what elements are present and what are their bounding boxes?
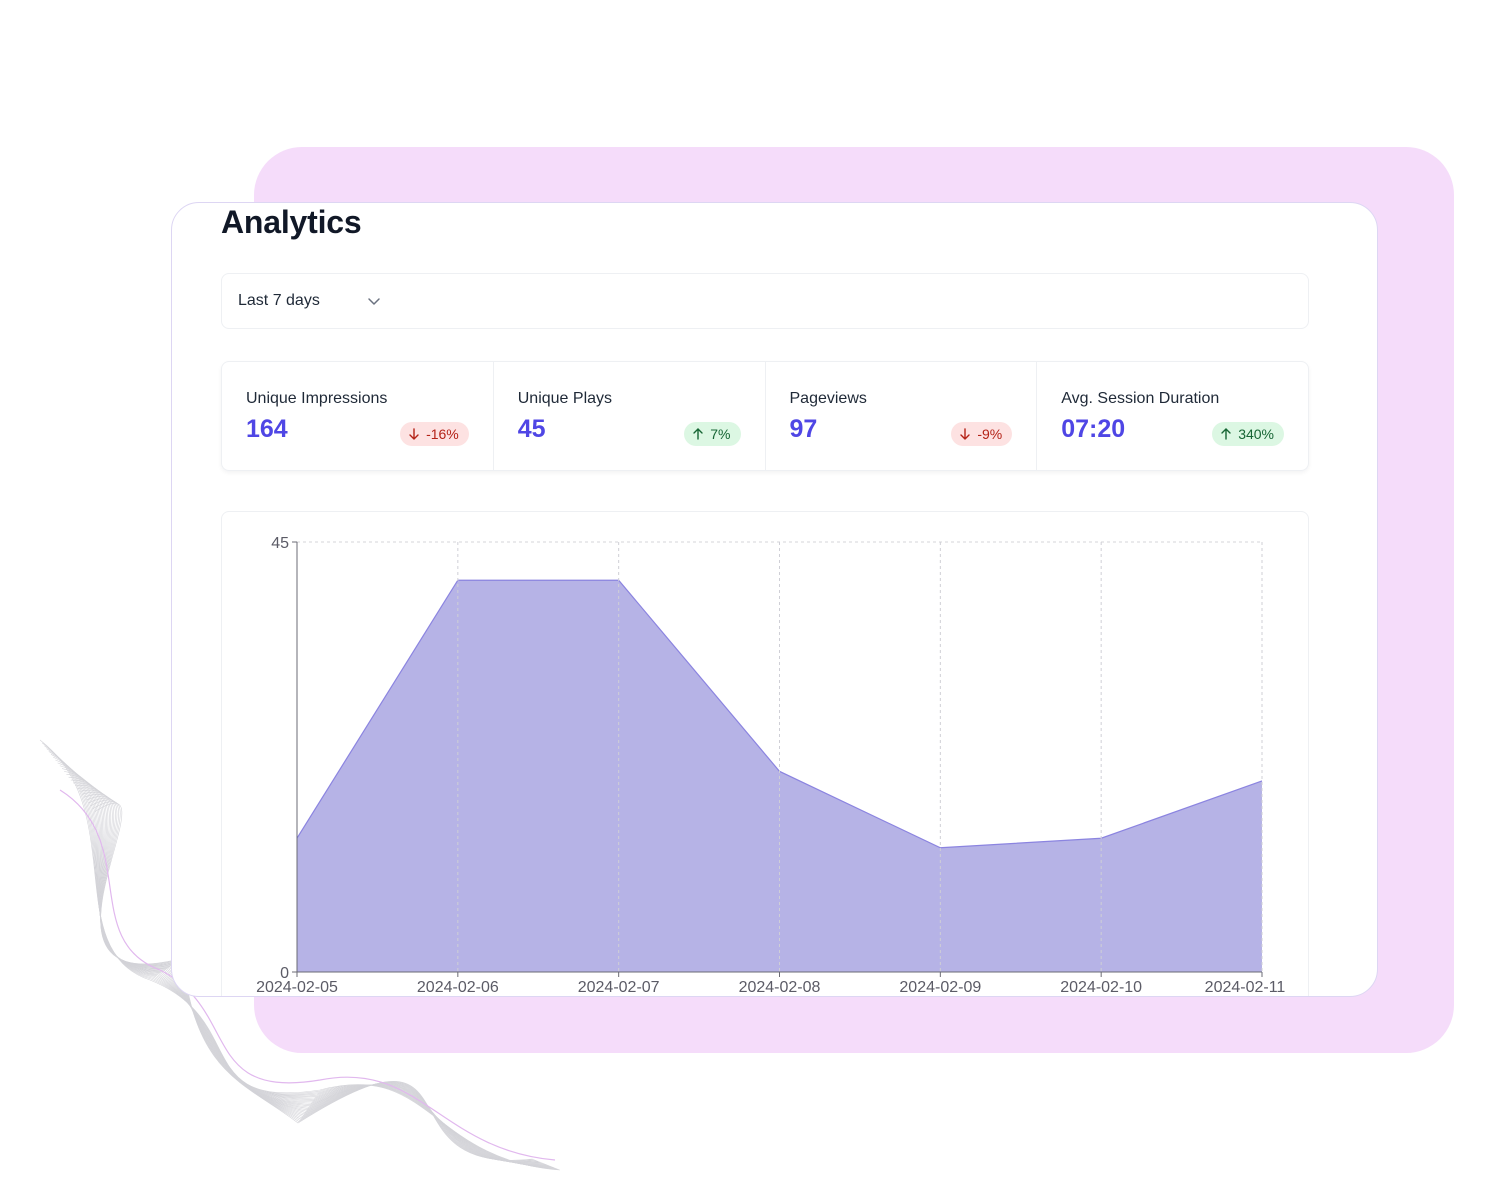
change-badge: 7% (684, 422, 741, 446)
change-value: -9% (977, 426, 1003, 442)
stat-pageviews: Pageviews 97 -9% (766, 362, 1038, 470)
date-range-dropdown[interactable]: Last 7 days (221, 273, 1309, 329)
page-title: Analytics (221, 204, 362, 240)
area-chart: 0 45 2024-02-05 2024-02-06 2024-02-07 2024-02… (256, 535, 1286, 996)
arrow-up-icon (693, 428, 703, 440)
x-tick-label: 2024-02-11 (1205, 979, 1286, 996)
decorative-wave-lines (39, 739, 561, 1171)
change-value: 340% (1238, 426, 1274, 442)
stat-unique-impressions: Unique Impressions 164 -16% (222, 362, 494, 470)
x-tick-label: 2024-02-10 (1060, 979, 1142, 996)
stat-avg-session-duration: Avg. Session Duration 07:20 340% (1037, 362, 1308, 470)
arrow-down-icon (409, 428, 419, 440)
change-badge: -9% (951, 422, 1013, 446)
change-value: 7% (710, 426, 731, 442)
chart-panel: 0 45 2024-02-05 2024-02-06 2024-02-07 2024-02… (221, 511, 1309, 996)
x-tick-label: 2024-02-08 (739, 979, 821, 996)
stat-label: Unique Plays (517, 390, 613, 407)
change-badge: -16% (400, 422, 469, 446)
date-range-value: Last 7 days (238, 292, 320, 309)
stat-value: 164 (246, 415, 288, 443)
change-value: -16% (426, 426, 459, 442)
y-tick-label: 0 (280, 965, 289, 982)
wave-line (94, 803, 533, 1161)
x-tick-label: 2024-02-09 (899, 979, 981, 996)
stat-label: Pageviews (789, 390, 867, 407)
stat-label: Unique Impressions (246, 390, 388, 407)
stats-row: Unique Impressions 164 -16% Unique Plays… (221, 361, 1309, 471)
arrow-up-icon (1221, 428, 1231, 440)
x-tick-label: 2024-02-05 (256, 979, 338, 996)
change-badge: 340% (1212, 422, 1284, 446)
arrow-down-icon (960, 428, 971, 440)
stat-value: 45 (517, 415, 546, 443)
analytics-card: Analytics Last 7 days Unique Impressions… (171, 202, 1378, 997)
y-tick-label: 45 (271, 535, 289, 552)
x-tick-label: 2024-02-06 (417, 979, 499, 996)
stat-value: 97 (789, 415, 818, 443)
chevron-down-icon (366, 293, 382, 309)
x-tick-label: 2024-02-07 (578, 979, 660, 996)
stat-label: Avg. Session Duration (1061, 390, 1220, 407)
stat-unique-plays: Unique Plays 45 7% (494, 362, 766, 470)
stat-value: 07:20 (1061, 415, 1126, 443)
